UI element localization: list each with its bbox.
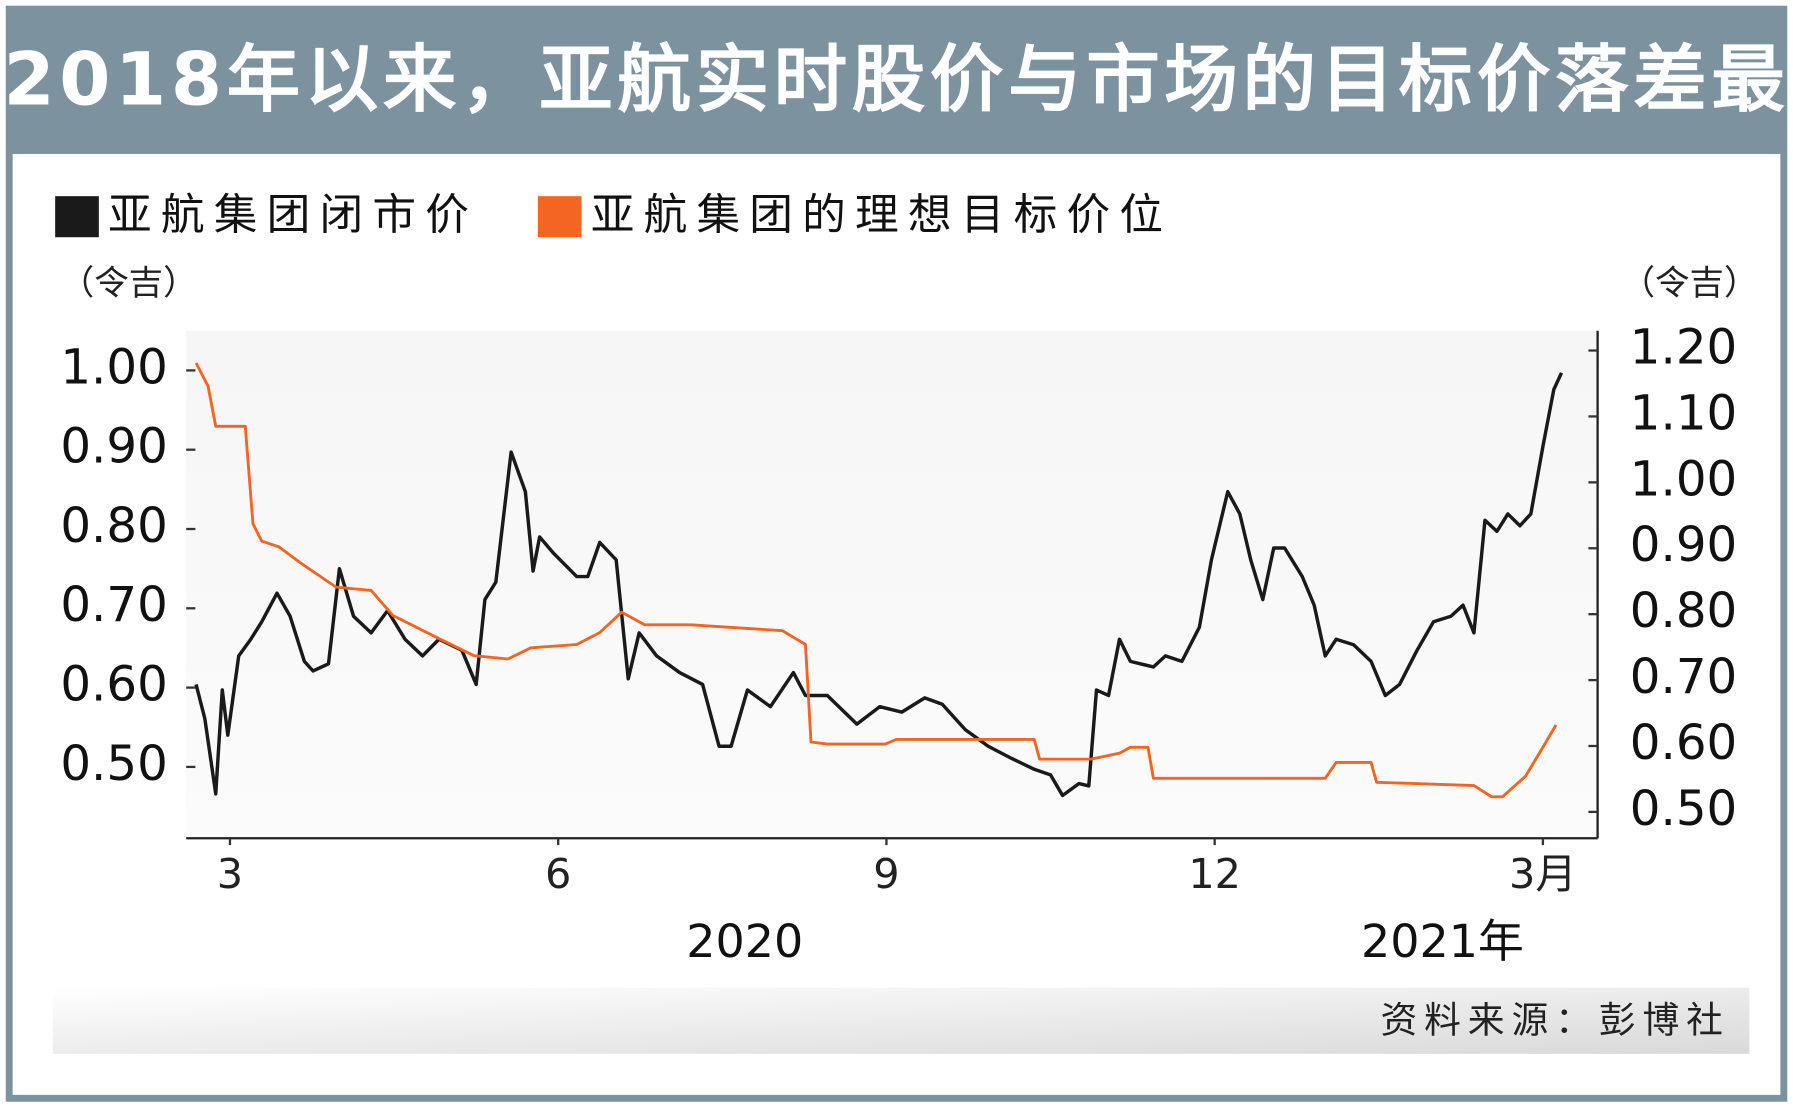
y2-tick-label: 0.90 — [1630, 517, 1737, 573]
y2-tick-label: 0.80 — [1630, 583, 1737, 639]
y-tick-label: 0.50 — [60, 736, 167, 792]
plot-area — [186, 330, 1598, 839]
x-tick-label: 6 — [545, 850, 571, 898]
y2-tick-label: 1.10 — [1630, 386, 1737, 442]
legend-label: 亚航集团闭市价 — [108, 190, 478, 240]
chart-title: 自2018年以来，亚航实时股价与市场的目标价落差最大 — [0, 38, 1793, 123]
y-tick-label: 0.70 — [60, 577, 167, 633]
y-tick-label: 0.80 — [60, 498, 167, 554]
x-tick-label: 3月 — [1509, 850, 1577, 898]
y-tick-label: 0.60 — [60, 657, 167, 713]
source: 资料来源：彭博社 — [1380, 998, 1729, 1041]
y2-tick-label: 1.20 — [1630, 320, 1737, 376]
series-line — [194, 372, 1564, 798]
y2-axis-unit: （令吉） — [1621, 264, 1759, 304]
y2-tick-label: 0.60 — [1630, 715, 1737, 771]
series-line — [194, 362, 1558, 799]
x-tick-label: 3 — [217, 850, 243, 898]
x-tick-label: 9 — [873, 850, 899, 898]
source-box — [52, 987, 1750, 1054]
y2-tick-label: 1.00 — [1630, 451, 1737, 507]
y2-tick-label: 0.70 — [1630, 649, 1737, 705]
legend-label: 亚航集团的理想目标价位 — [591, 190, 1172, 240]
y-axis-unit: （令吉） — [60, 264, 198, 304]
y-tick-label: 0.90 — [60, 419, 167, 475]
legend-swatch — [537, 196, 582, 238]
title-band — [9, 9, 1784, 154]
y-tick-label: 1.00 — [60, 340, 167, 396]
x-tick-label: 12 — [1188, 850, 1241, 898]
x-group-label: 2020 — [686, 914, 803, 968]
y2-tick-label: 0.50 — [1630, 781, 1737, 837]
legend-swatch — [55, 196, 99, 238]
x-group-label: 2021年 — [1361, 914, 1524, 968]
